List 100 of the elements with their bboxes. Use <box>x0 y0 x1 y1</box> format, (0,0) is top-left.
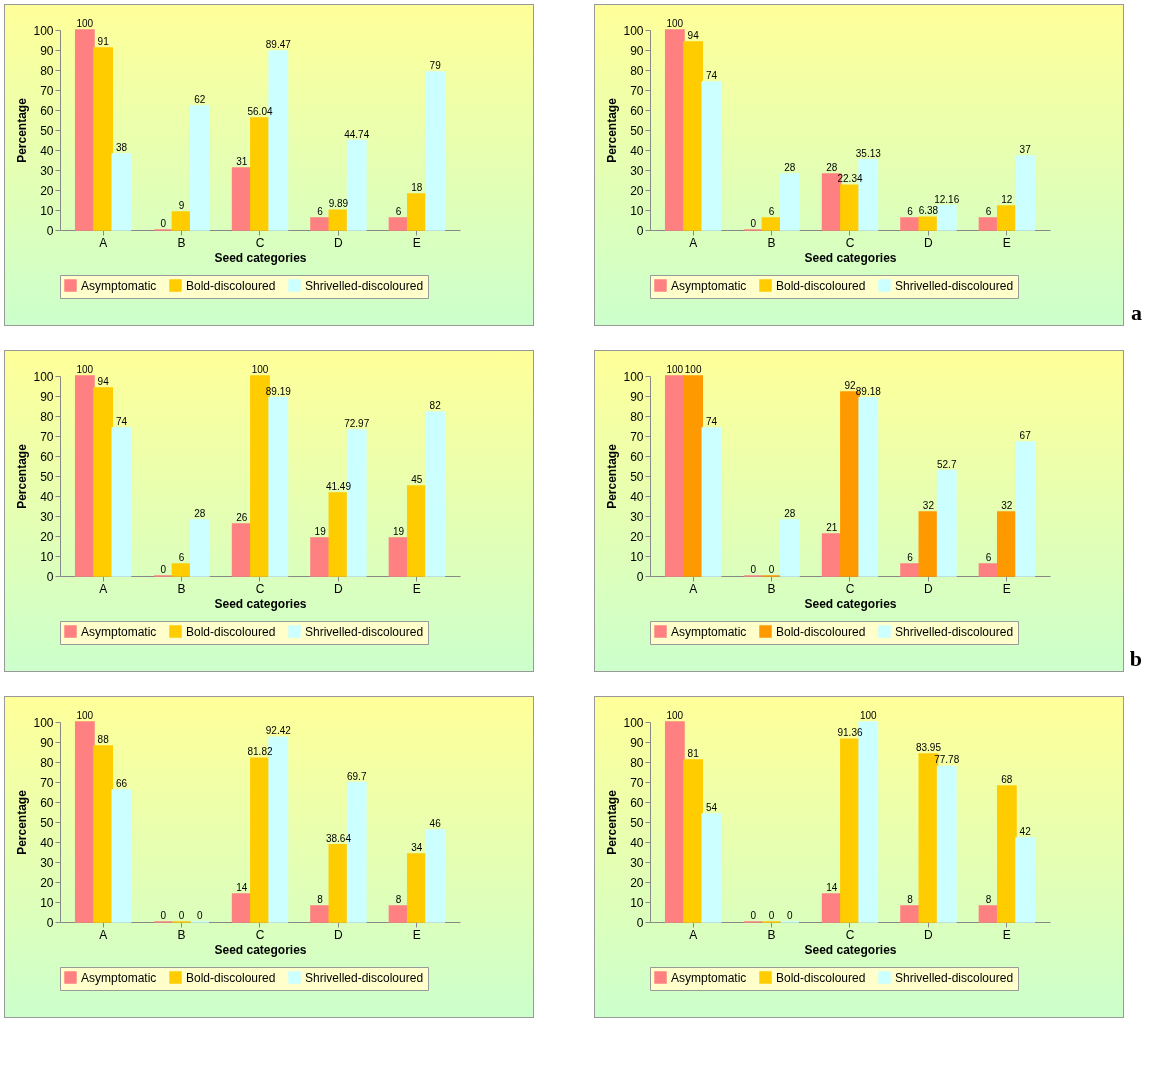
legend-label: Asymptomatic <box>671 624 747 639</box>
x-tick-label: B <box>177 235 186 250</box>
bar <box>310 217 331 231</box>
legend-label: Bold-discoloured <box>776 624 866 639</box>
y-tick-label: 100 <box>33 369 54 384</box>
x-tick-label: B <box>767 235 776 250</box>
x-tick-label: A <box>689 927 698 942</box>
data-label: 28 <box>784 508 796 519</box>
y-tick-label: 90 <box>40 389 54 404</box>
data-label: 6 <box>178 552 185 563</box>
y-tick-label: 30 <box>40 509 54 524</box>
y-tick-label: 50 <box>630 815 644 830</box>
y-tick-label: 40 <box>630 835 644 850</box>
bar <box>821 893 842 923</box>
y-tick-label: 100 <box>33 23 54 38</box>
data-label: 32 <box>1001 500 1013 511</box>
y-tick-label: 10 <box>40 895 54 910</box>
y-tick-label: 20 <box>40 875 54 890</box>
x-axis-title: Seed categories <box>214 250 307 265</box>
bar <box>93 387 114 577</box>
x-tick-label: E <box>1002 927 1011 942</box>
bar <box>268 396 289 577</box>
legend-label: Bold-discoloured <box>186 624 276 639</box>
legend-label: Bold-discoloured <box>776 278 866 293</box>
x-tick-label: D <box>334 927 344 942</box>
x-tick-label: D <box>924 581 934 596</box>
x-tick-label: E <box>1002 235 1011 250</box>
x-tick-label: B <box>767 927 776 942</box>
bar <box>779 519 800 577</box>
data-label: 62 <box>194 94 206 105</box>
y-tick-label: 70 <box>40 83 54 98</box>
y-tick-label: 80 <box>630 409 644 424</box>
bar <box>310 537 331 577</box>
data-label: 0 <box>787 910 794 921</box>
legend-label: Asymptomatic <box>81 278 157 293</box>
data-label: 8 <box>395 894 402 905</box>
bar <box>111 427 132 577</box>
y-tick-label: 50 <box>630 469 644 484</box>
x-tick-label: B <box>767 581 776 596</box>
bar <box>388 537 409 577</box>
data-label: 100 <box>76 710 94 721</box>
bar <box>978 905 999 923</box>
data-label: 22.34 <box>837 173 863 185</box>
data-label: 14 <box>236 882 248 893</box>
data-label: 100 <box>666 710 684 721</box>
text: a <box>1131 300 1142 326</box>
bar <box>1015 441 1036 577</box>
bar <box>425 411 446 577</box>
data-label: 44.74 <box>344 128 370 140</box>
y-tick-label: 20 <box>630 183 644 198</box>
bar <box>936 469 957 577</box>
data-label: 6 <box>768 206 775 217</box>
legend-label: Shrivelled-discoloured <box>305 624 424 639</box>
y-tick-label: 10 <box>40 203 54 218</box>
bar <box>978 563 999 577</box>
bar <box>388 905 409 923</box>
data-label: 0 <box>160 218 167 229</box>
legend-label: Asymptomatic <box>671 970 747 985</box>
bar <box>74 721 95 923</box>
y-tick-label: 20 <box>630 875 644 890</box>
data-label: 32 <box>922 500 935 511</box>
x-tick-label: C <box>255 235 265 250</box>
y-tick-label: 0 <box>46 915 54 930</box>
data-label: 100 <box>251 364 269 375</box>
y-tick-label: 100 <box>623 369 644 384</box>
x-tick-label: A <box>99 927 108 942</box>
data-label: 14 <box>826 882 838 893</box>
data-label: 8 <box>985 894 992 905</box>
legend-label: Bold-discoloured <box>186 970 276 985</box>
y-tick-label: 0 <box>46 223 54 238</box>
x-tick-label: A <box>689 581 698 596</box>
bar <box>171 211 192 231</box>
bar <box>250 757 270 923</box>
data-label: 68 <box>1001 774 1013 785</box>
y-tick-label: 10 <box>40 549 54 564</box>
data-label: 12.16 <box>934 193 960 205</box>
data-label: 0 <box>197 910 204 921</box>
bar <box>701 427 722 577</box>
bar <box>1015 155 1036 231</box>
bar <box>996 205 1017 231</box>
x-tick-label: D <box>334 235 344 250</box>
y-tick-label: 10 <box>630 203 644 218</box>
data-label: 0 <box>750 910 757 921</box>
data-label: 66 <box>115 778 128 789</box>
data-label: 74 <box>705 70 718 81</box>
data-label: 92 <box>844 380 856 391</box>
bar <box>900 905 921 923</box>
data-label: 41.49 <box>325 481 352 493</box>
y-axis-title: Percentage <box>605 789 620 855</box>
x-axis-title: Seed categories <box>804 596 897 611</box>
y-tick-label: 80 <box>40 755 54 770</box>
legend-label: Shrivelled-discoloured <box>305 970 424 985</box>
y-axis-title: Percentage <box>15 97 30 163</box>
x-tick-label: C <box>255 927 265 942</box>
bar <box>840 184 860 231</box>
bar <box>683 759 704 923</box>
bar <box>900 217 921 231</box>
x-axis-title: Seed categories <box>804 942 897 957</box>
y-axis-title: Percentage <box>15 789 30 855</box>
y-tick-label: 30 <box>40 855 54 870</box>
